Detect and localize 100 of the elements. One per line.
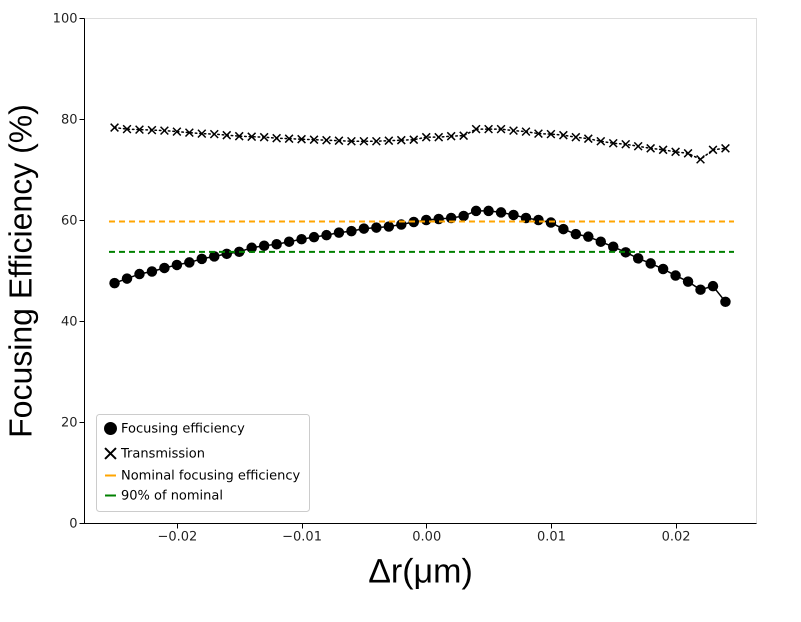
point — [470, 206, 482, 216]
point — [109, 278, 120, 288]
point — [446, 132, 456, 141]
point — [483, 206, 494, 216]
x-tick-label: 0.00 — [412, 530, 442, 544]
point — [134, 124, 144, 134]
point — [484, 124, 494, 134]
point — [571, 132, 580, 142]
point — [496, 207, 506, 218]
point — [558, 224, 569, 234]
legend-label: Focusing efficiency — [121, 422, 246, 436]
point — [645, 258, 656, 269]
point — [646, 144, 656, 153]
point — [371, 222, 382, 233]
point — [596, 236, 606, 247]
point — [372, 136, 381, 146]
point — [658, 264, 668, 274]
point — [708, 145, 718, 154]
point — [159, 262, 170, 274]
point — [160, 126, 170, 136]
point — [322, 136, 332, 145]
point — [334, 227, 344, 238]
legend-label: 90% of nominal — [121, 488, 223, 504]
x-tick-label: −0.02 — [157, 530, 198, 544]
point — [247, 132, 256, 142]
point — [471, 124, 481, 134]
point — [683, 148, 693, 158]
x-tick-label: 0.01 — [536, 530, 566, 544]
point — [621, 140, 630, 149]
point — [583, 231, 594, 242]
point — [258, 240, 270, 251]
point — [147, 125, 157, 135]
x-tick-label: −0.01 — [282, 530, 322, 544]
point — [146, 266, 158, 277]
point — [570, 228, 582, 240]
point — [695, 284, 706, 295]
x-axis-title: Δr(μm) — [368, 552, 473, 590]
point — [346, 226, 357, 236]
point — [658, 145, 668, 154]
point — [197, 129, 206, 138]
point — [359, 136, 369, 146]
point — [682, 276, 694, 287]
point — [122, 124, 132, 134]
point — [696, 154, 706, 164]
point — [720, 296, 731, 308]
point — [584, 134, 593, 144]
y-tick-label: 20 — [60, 416, 78, 430]
y-tick-label: 40 — [60, 314, 78, 330]
y-tick-label: 100 — [52, 12, 78, 26]
point — [184, 257, 195, 268]
point — [670, 147, 680, 156]
point — [234, 132, 244, 141]
point — [271, 239, 282, 250]
point — [296, 134, 306, 144]
point — [196, 254, 208, 264]
x-tick-label: 0.02 — [662, 530, 691, 544]
point — [708, 280, 718, 292]
point — [434, 132, 444, 142]
point — [272, 134, 282, 143]
y-axis-title: Focusing Efficiency (%) — [2, 104, 39, 438]
point — [608, 242, 618, 252]
point — [409, 135, 418, 144]
point — [172, 127, 182, 136]
point — [508, 126, 518, 136]
point — [596, 136, 606, 146]
point — [284, 236, 294, 247]
legend-label: Nominal focusing efficiency — [121, 468, 301, 484]
y-tick-label: 0 — [69, 516, 78, 532]
point — [222, 130, 232, 140]
point — [508, 210, 519, 220]
point — [558, 130, 568, 140]
point — [184, 128, 194, 138]
point — [308, 232, 320, 242]
point — [534, 129, 544, 138]
point — [496, 124, 506, 134]
y-tick-label: 80 — [60, 112, 78, 128]
point — [632, 253, 644, 264]
point — [720, 144, 730, 153]
point — [209, 251, 220, 262]
point — [458, 210, 469, 222]
point — [396, 136, 406, 145]
point — [384, 221, 394, 232]
point — [321, 230, 332, 240]
point — [608, 138, 618, 148]
y-tick-label: 60 — [60, 214, 78, 228]
point — [384, 136, 394, 146]
point — [634, 142, 643, 151]
point — [110, 122, 120, 132]
point — [172, 260, 182, 270]
point — [422, 132, 431, 142]
point — [358, 223, 370, 234]
point — [521, 127, 531, 136]
point — [334, 136, 344, 146]
point — [284, 134, 294, 144]
point — [210, 130, 219, 139]
point — [122, 273, 132, 284]
point — [346, 136, 356, 146]
point — [670, 270, 681, 281]
point — [309, 135, 319, 144]
point — [296, 234, 307, 244]
